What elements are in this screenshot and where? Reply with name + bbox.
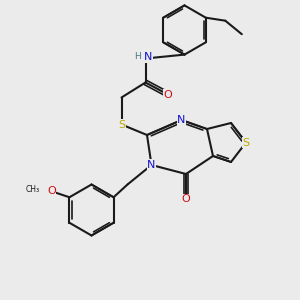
Text: S: S — [118, 119, 125, 130]
Text: H: H — [134, 52, 140, 61]
Text: O: O — [164, 89, 172, 100]
Text: N: N — [144, 52, 153, 62]
Text: O: O — [47, 186, 56, 196]
Text: N: N — [147, 160, 156, 170]
Text: O: O — [182, 194, 190, 205]
Text: CH₃: CH₃ — [26, 185, 40, 194]
Text: N: N — [177, 115, 186, 125]
Text: S: S — [242, 137, 250, 148]
